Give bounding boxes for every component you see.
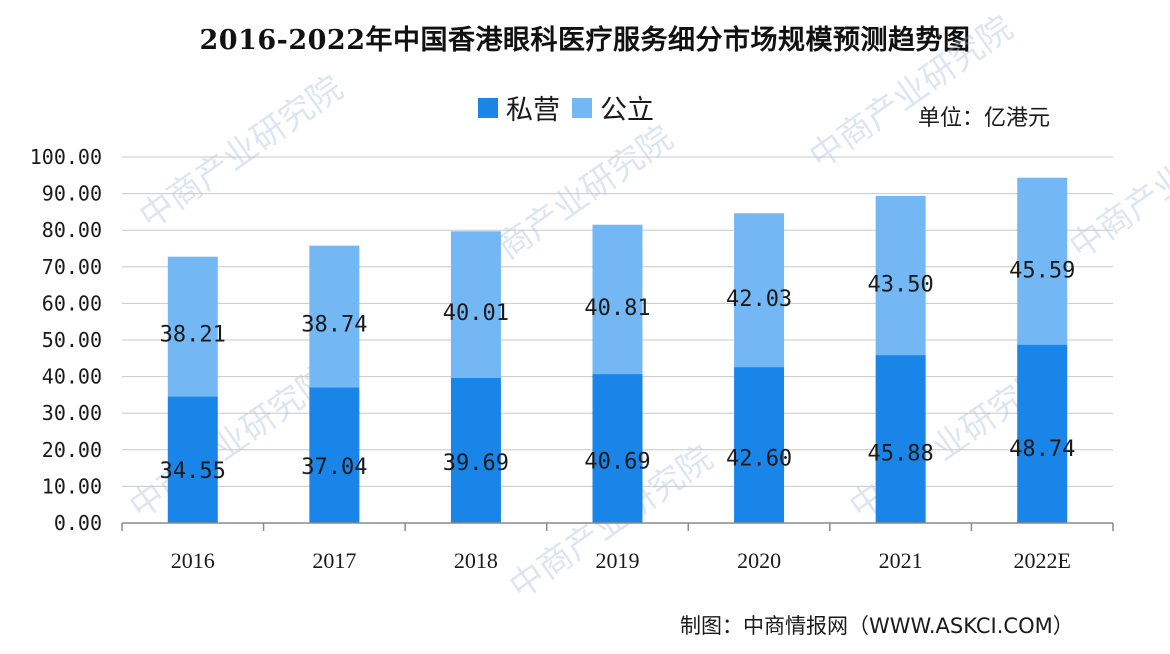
y-tick-label: 70.00 xyxy=(42,255,102,279)
legend-swatch-private xyxy=(478,97,498,118)
data-label-private: 45.88 xyxy=(868,441,934,466)
x-tick-label: 2020 xyxy=(737,548,781,573)
bar-private xyxy=(450,377,501,523)
y-tick-label: 60.00 xyxy=(42,291,102,315)
axis-layer xyxy=(121,522,1114,531)
bar-private xyxy=(875,355,926,523)
y-tick-label: 50.00 xyxy=(42,328,102,352)
watermark-text: 中商产业研究院 xyxy=(122,358,340,527)
bar-public xyxy=(450,231,501,378)
bar-private xyxy=(309,387,360,523)
legend-item-public: 公立 xyxy=(572,88,654,127)
bar-private xyxy=(167,396,218,523)
x-tick-label: 2022E xyxy=(1013,548,1070,573)
data-label-private: 34.55 xyxy=(160,459,226,484)
bar-public xyxy=(1017,177,1068,345)
chart-title: 2016-2022年中国香港眼科医疗服务细分市场规模预测趋势图 xyxy=(199,25,971,56)
y-tick-label: 80.00 xyxy=(42,218,102,242)
x-tick-label: 2021 xyxy=(879,548,923,573)
watermark-text: 中商产业研究院 xyxy=(802,8,1020,177)
y-tick-label: 100.00 xyxy=(30,145,102,169)
data-label-public: 38.74 xyxy=(301,313,367,338)
data-label-private: 39.69 xyxy=(443,451,509,476)
data-label-public: 42.03 xyxy=(726,287,792,312)
data-label-public: 40.81 xyxy=(584,296,650,321)
bar-public xyxy=(309,245,360,388)
y-tick-label: 30.00 xyxy=(42,401,102,425)
data-label-private: 40.69 xyxy=(584,449,650,474)
data-label-public: 40.01 xyxy=(443,301,509,326)
y-tick-label: 10.00 xyxy=(42,474,102,498)
data-label-public: 43.50 xyxy=(868,272,934,297)
bar-layer xyxy=(167,177,1068,523)
legend-label-public: 公立 xyxy=(600,95,654,126)
x-tick-label: 2018 xyxy=(454,548,498,573)
source-label: 制图：中商情报网（WWW.ASKCI.COM） xyxy=(680,614,1074,638)
bar-public xyxy=(167,256,218,397)
x-tick-label: 2019 xyxy=(596,548,640,573)
watermark-text: 中商产业研究院 xyxy=(1062,98,1170,267)
data-label-public: 38.21 xyxy=(160,323,226,348)
x-tick-label: 2016 xyxy=(171,548,215,573)
y-tick-label: 0.00 xyxy=(54,511,102,535)
y-tick-label: 20.00 xyxy=(42,438,102,462)
data-label-private: 48.74 xyxy=(1009,437,1075,462)
legend-item-private: 私营 xyxy=(478,88,560,127)
watermark-text: 中商产业研究院 xyxy=(132,68,350,237)
data-label-private: 37.04 xyxy=(301,455,367,480)
data-label-private: 42.60 xyxy=(726,447,792,472)
bar-public xyxy=(734,213,785,368)
data-label-public: 45.59 xyxy=(1009,259,1075,284)
legend-label-private: 私营 xyxy=(506,95,560,126)
bar-private xyxy=(1017,344,1068,523)
bar-private xyxy=(734,367,785,523)
unit-label: 单位：亿港元 xyxy=(918,106,1051,131)
label-layer: 0.00 10.00 20.00 30.00 40.00 50.00 60.00 70.00 8… xyxy=(30,145,1076,573)
y-tick-label: 40.00 xyxy=(42,365,102,389)
bar-private xyxy=(592,374,643,523)
y-tick-label: 90.00 xyxy=(42,182,102,206)
bar-public xyxy=(592,224,643,375)
legend-swatch-public xyxy=(572,97,592,118)
legend: 私营 公立 xyxy=(478,88,666,127)
x-tick-label: 2017 xyxy=(312,548,356,573)
bar-public xyxy=(875,195,926,356)
